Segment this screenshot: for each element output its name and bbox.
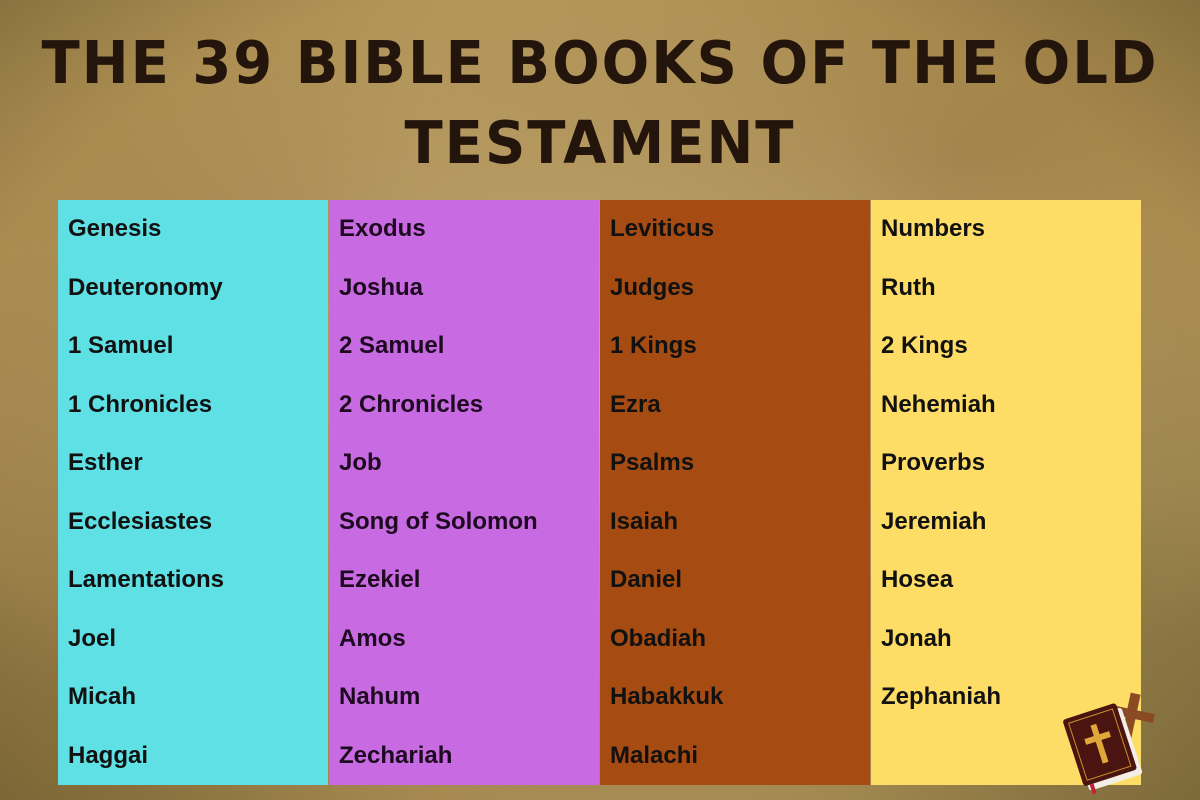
book-cell: Amos — [339, 624, 406, 652]
book-cell: Proverbs — [881, 449, 986, 477]
book-cell: Lamentations — [68, 566, 225, 594]
book-cell: Job — [339, 449, 382, 477]
book-cell: Joel — [68, 624, 117, 652]
book-cell: Song of Solomon — [339, 507, 538, 535]
book-cell: Nahum — [339, 683, 421, 711]
book-cell: Judges — [610, 273, 695, 301]
books-table: Genesis Deuteronomy 1 Samuel 1 Chronicles Es… — [58, 200, 1141, 785]
book-cell: 1 Kings — [610, 332, 697, 360]
book-cell: Haggai — [68, 741, 149, 769]
book-cell: Psalms — [610, 449, 695, 477]
book-cell: Malachi — [610, 741, 699, 769]
book-cell: 2 Chronicles — [339, 390, 484, 418]
book-cell: Deuteronomy — [68, 273, 223, 301]
book-cell: Ecclesiastes — [68, 507, 213, 535]
book-cell: Jeremiah — [881, 507, 987, 535]
book-cell: Obadiah — [610, 624, 707, 652]
book-column-1: Genesis Deuteronomy 1 Samuel 1 Chronicles Es… — [58, 200, 328, 785]
book-cell: Ezra — [610, 390, 661, 418]
book-column-2: Exodus Joshua 2 Samuel 2 Chronicles Job Song … — [329, 200, 599, 785]
book-cell: Isaiah — [610, 507, 679, 535]
title-line-2: Testament — [404, 109, 796, 178]
book-cell: Micah — [68, 683, 137, 711]
book-cell: Numbers — [881, 215, 986, 243]
book-cell: Nehemiah — [881, 390, 996, 418]
book-column-3: Leviticus Judges 1 Kings Ezra Psalms Isaiah Da… — [600, 200, 870, 785]
bible-with-cross-icon — [1063, 692, 1155, 795]
book-cell: Exodus — [339, 215, 426, 243]
book-cell: 1 Samuel — [68, 332, 174, 360]
page-title: The 39 Bible Books of the Old Testament — [0, 24, 1200, 184]
book-cell: Joshua — [339, 273, 424, 301]
book-cell: Esther — [68, 449, 143, 477]
book-cell: 2 Kings — [881, 332, 968, 360]
book-cell: Hosea — [881, 566, 954, 594]
book-column-4: Numbers Ruth 2 Kings Nehemiah Proverbs Jeremi… — [871, 200, 1141, 785]
book-cell: Daniel — [610, 566, 683, 594]
book-cell: Habakkuk — [610, 683, 724, 711]
book-cell: 1 Chronicles — [68, 390, 213, 418]
book-cell: Zephaniah — [881, 683, 1002, 711]
book-cell: Zechariah — [339, 741, 453, 769]
book-cell: Ezekiel — [339, 566, 421, 594]
book-cell: Ruth — [881, 273, 936, 301]
book-cell: Genesis — [68, 215, 162, 243]
book-cell: Leviticus — [610, 215, 715, 243]
title-line-1: The 39 Bible Books of the Old — [41, 29, 1159, 98]
book-cell: 2 Samuel — [339, 332, 445, 360]
book-cell: Jonah — [881, 624, 952, 652]
